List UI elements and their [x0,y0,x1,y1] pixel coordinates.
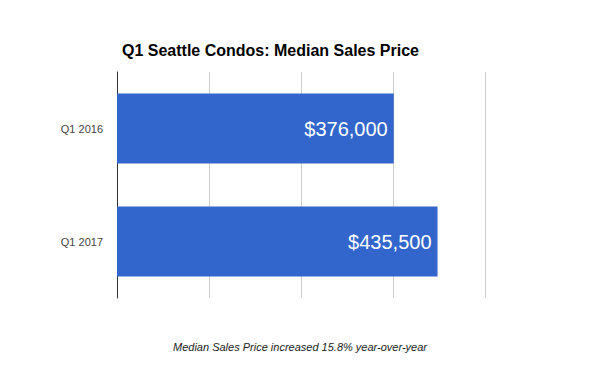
svg-text:Median Sales Price increased 1: Median Sales Price increased 15.8% year-… [173,341,428,353]
svg-text:$435,500: $435,500 [348,231,431,253]
svg-text:Q1 2017: Q1 2017 [61,236,103,248]
svg-text:$376,000: $376,000 [304,118,387,140]
svg-text:Q1 Seattle Condos: Median Sale: Q1 Seattle Condos: Median Sales Price [122,42,419,59]
svg-text:Q1 2016: Q1 2016 [61,123,103,135]
